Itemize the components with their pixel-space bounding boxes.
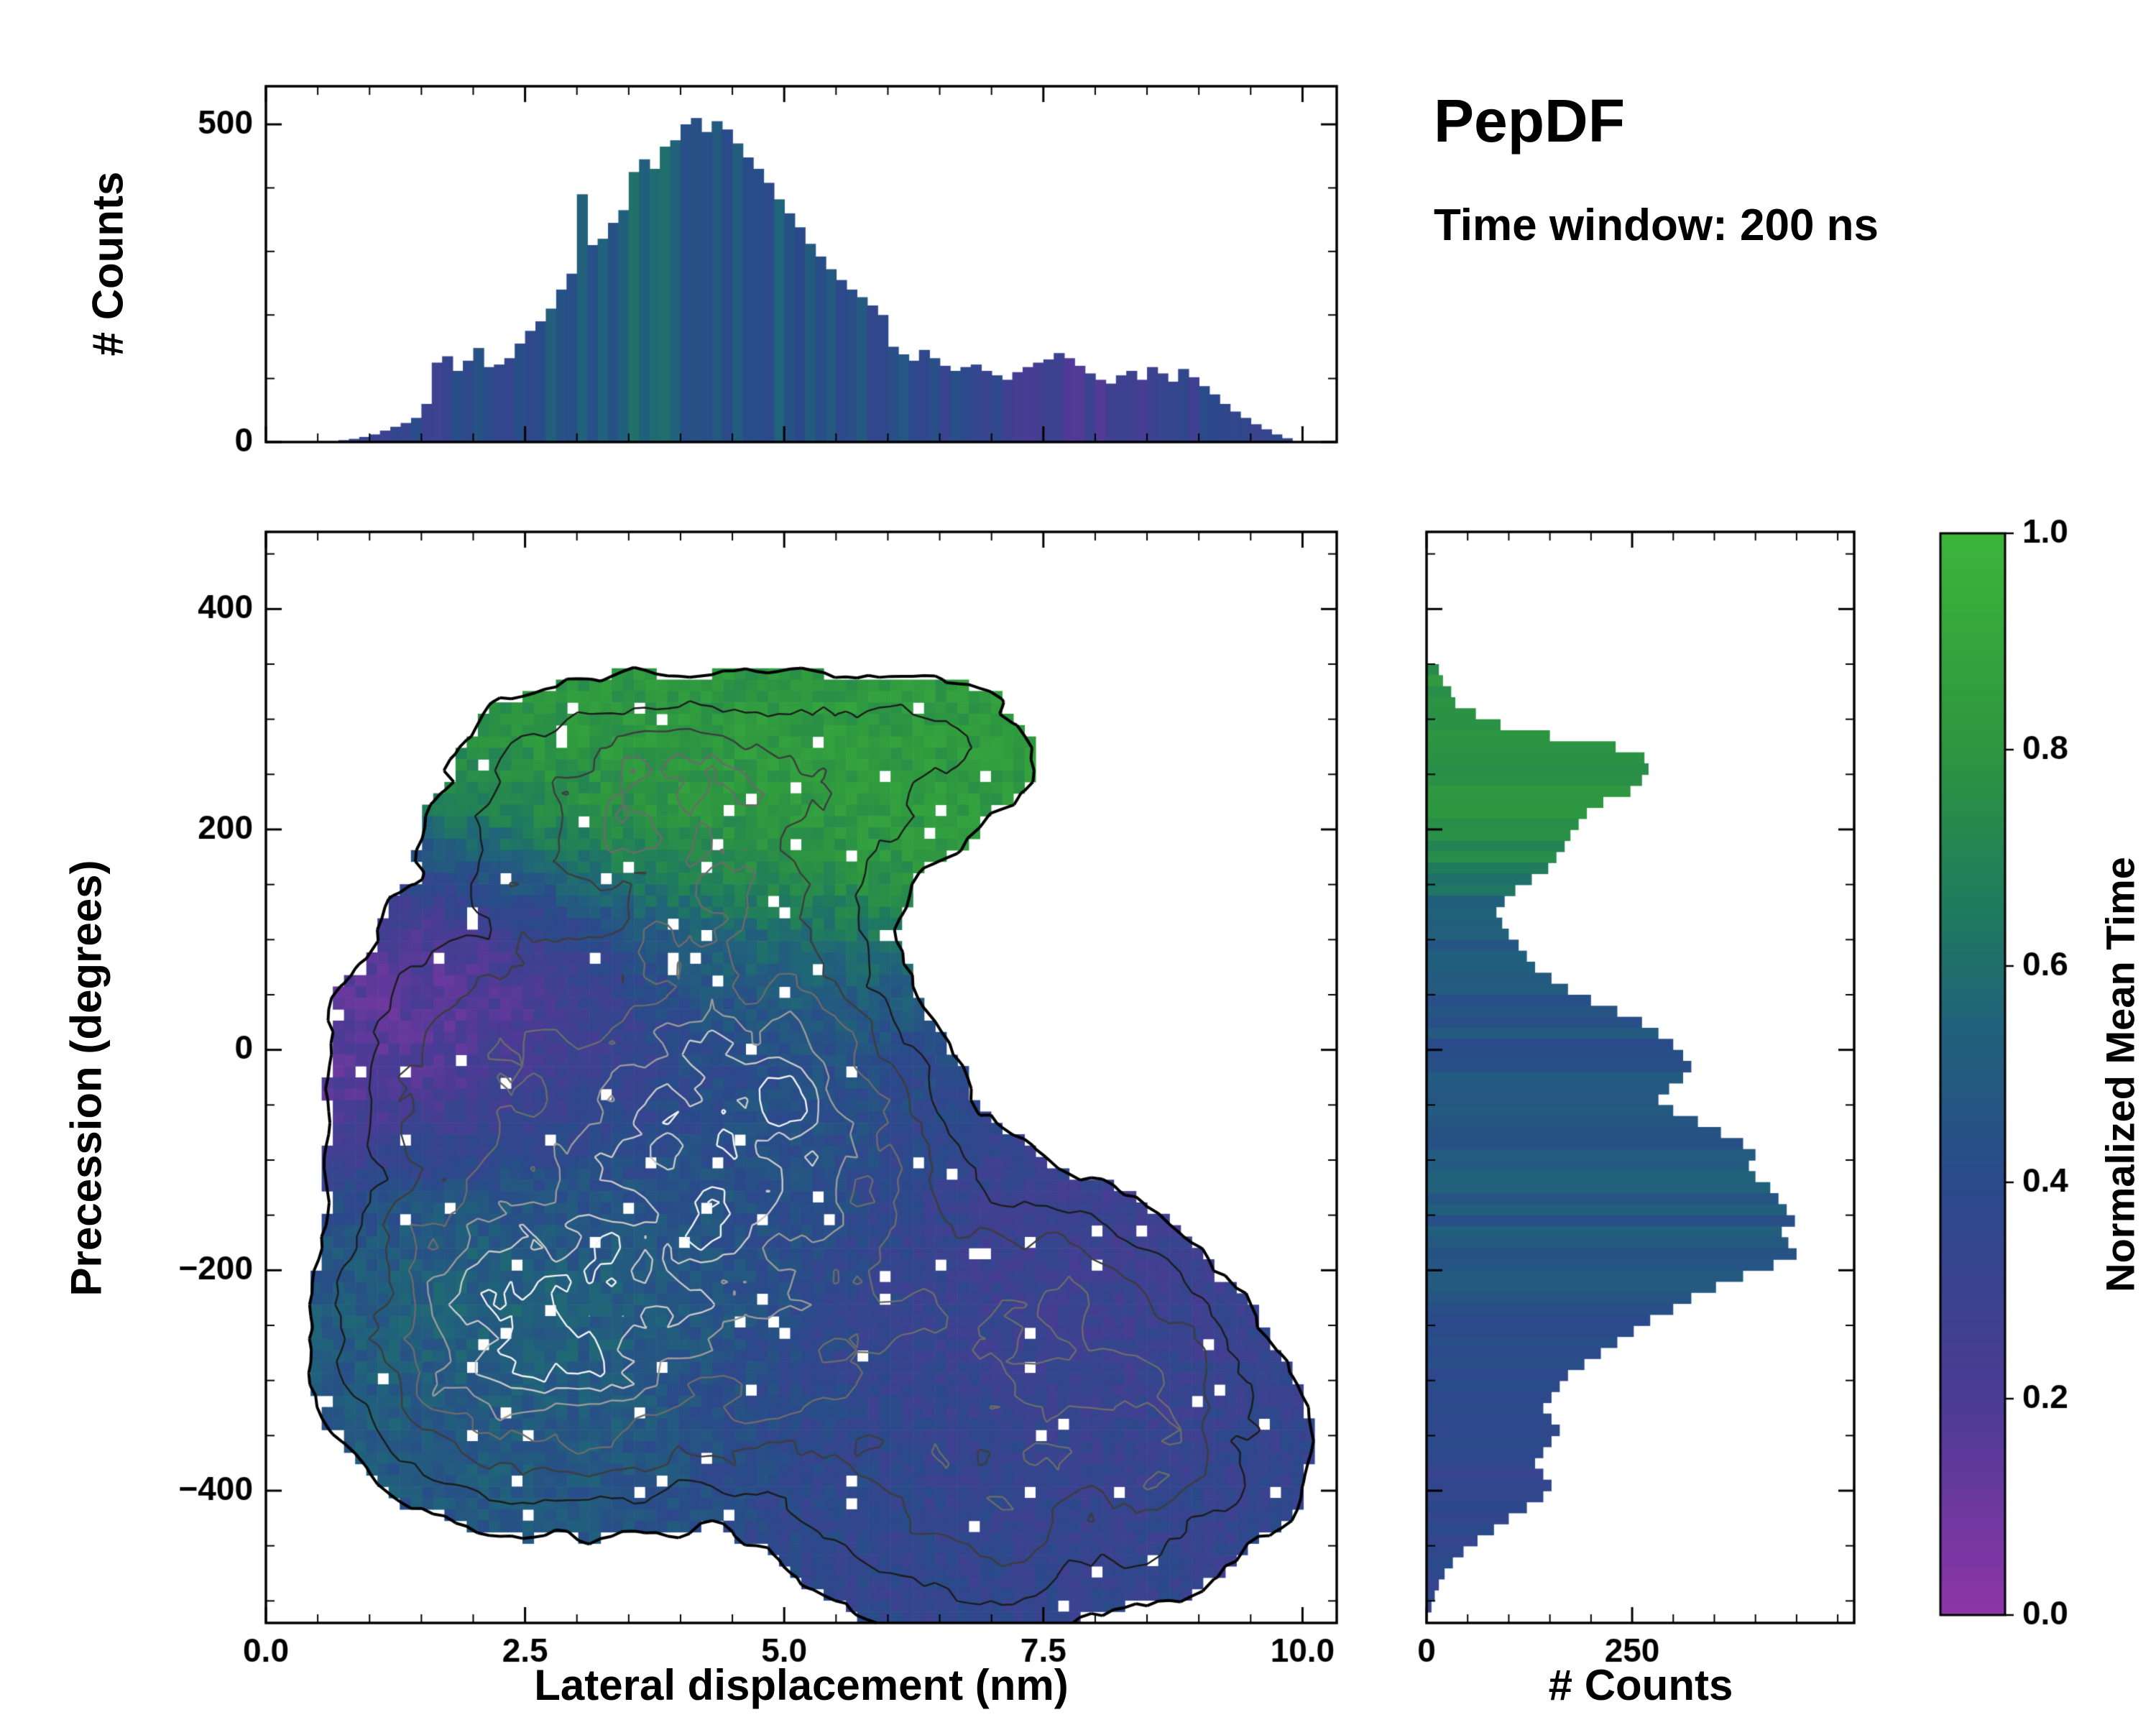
main-y-axis-label: Precession (degrees) — [62, 860, 111, 1297]
top-hist-y-axis-label: # Counts — [83, 171, 132, 356]
main-x-axis-label: Lateral displacement (nm) — [534, 1661, 1069, 1709]
colorbar-label: Normalized Mean Time — [2097, 857, 2143, 1292]
plot-subtitle: Time window: 200 ns — [1434, 201, 1879, 250]
colorbar-canvas — [1904, 503, 2156, 1725]
right-hist-x-axis-label: # Counts — [1548, 1661, 1733, 1709]
plot-title: PepDF — [1434, 87, 1626, 155]
main-heatmap-canvas — [180, 503, 1365, 1725]
right-histogram-canvas — [1401, 503, 1904, 1725]
top-histogram-canvas — [180, 43, 1365, 489]
